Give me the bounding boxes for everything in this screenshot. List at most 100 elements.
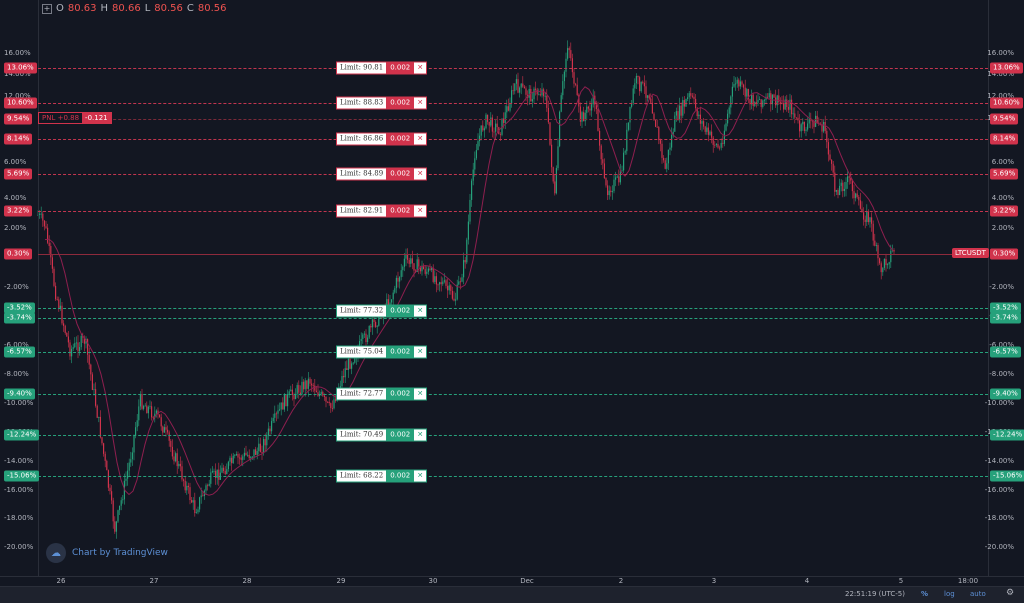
close-icon[interactable]: ✕ — [414, 388, 427, 400]
order-quantity: 0.002 — [386, 205, 415, 217]
tradingview-watermark[interactable]: ☁ Chart by TradingView — [46, 543, 168, 563]
candle-body — [671, 135, 673, 148]
candle-body — [543, 89, 545, 97]
candle-body — [504, 112, 506, 123]
candle-body — [299, 392, 301, 395]
candle-body — [368, 326, 370, 338]
time-axis[interactable] — [0, 576, 1024, 587]
candle-body — [464, 260, 466, 263]
candle-body — [269, 428, 271, 432]
candle-body — [496, 123, 498, 128]
gear-icon[interactable]: ⚙ — [1006, 588, 1015, 598]
limit-order[interactable]: Limit: 70.49 0.002 ✕ — [336, 428, 428, 442]
candle-body — [824, 122, 826, 131]
candle-body — [112, 500, 114, 522]
close-icon[interactable]: ✕ — [414, 168, 427, 180]
candle-body — [651, 102, 653, 114]
close-icon[interactable]: ✕ — [414, 429, 427, 441]
order-label: Limit: 72.77 — [337, 388, 387, 400]
candle-body — [432, 267, 434, 282]
candle-body — [610, 190, 612, 193]
limit-order[interactable]: Limit: 90.81 0.002 ✕ — [336, 61, 428, 75]
order-line[interactable] — [38, 103, 988, 104]
candle-body — [197, 509, 199, 513]
candle-body — [328, 401, 330, 404]
order-line[interactable] — [38, 254, 988, 255]
level-badge: 0.30% — [4, 248, 33, 260]
candle-body — [867, 211, 869, 223]
limit-order[interactable]: Limit: 77.32 0.002 ✕ — [336, 304, 428, 318]
limit-order[interactable]: Limit: 84.89 0.002 ✕ — [336, 167, 428, 181]
date-label: 27 — [149, 577, 159, 585]
log-toggle[interactable]: log — [944, 590, 955, 598]
limit-order[interactable]: Limit: 82.91 0.002 ✕ — [336, 204, 428, 218]
candle-body — [243, 452, 245, 457]
candle-body — [559, 111, 561, 147]
candle-body — [485, 114, 487, 129]
order-line[interactable] — [38, 139, 988, 140]
left-price-scale[interactable] — [0, 0, 39, 576]
plus-icon[interactable]: + — [42, 3, 52, 14]
limit-order[interactable]: Limit: 72.77 0.002 ✕ — [336, 387, 428, 401]
candle-body — [482, 125, 484, 131]
limit-order[interactable]: Limit: 68.22 0.002 ✕ — [336, 469, 428, 483]
candle-body — [499, 134, 501, 135]
close-icon[interactable]: ✕ — [414, 133, 427, 145]
candle-body — [421, 265, 423, 272]
close-icon[interactable]: ✕ — [414, 97, 427, 109]
clock-text[interactable]: 22:51:19 (UTC-5) — [845, 590, 905, 598]
order-quantity: 0.002 — [386, 97, 415, 109]
limit-order[interactable]: Limit: 88.83 0.002 ✕ — [336, 96, 428, 110]
level-badge: -6.57% — [4, 346, 35, 358]
candle-body — [96, 405, 98, 418]
candle-body — [266, 435, 268, 446]
order-line[interactable] — [38, 211, 988, 212]
close-icon[interactable]: ✕ — [414, 346, 427, 358]
price-tick: -8.00% — [989, 370, 1014, 378]
candle-body — [365, 333, 367, 343]
order-line[interactable] — [38, 318, 988, 319]
candle-body — [447, 285, 449, 291]
position-pnl[interactable]: PNL +0.88 -0.121 — [38, 112, 112, 124]
candle-body — [749, 99, 751, 105]
candle-body — [42, 213, 44, 221]
level-badge: 9.54% — [990, 113, 1019, 125]
close-icon[interactable]: ✕ — [414, 62, 427, 74]
candle-body — [59, 305, 61, 310]
candle-body — [72, 347, 74, 349]
candle-body — [746, 89, 748, 97]
candle-body — [127, 470, 129, 479]
order-line[interactable] — [38, 308, 988, 309]
order-line[interactable] — [38, 352, 988, 353]
candle-body — [511, 90, 513, 104]
order-line[interactable] — [38, 476, 988, 477]
candle-body — [645, 86, 647, 98]
limit-order[interactable]: Limit: 75.04 0.002 ✕ — [336, 345, 428, 359]
close-icon[interactable]: ✕ — [414, 305, 427, 317]
order-label: Limit: 75.04 — [337, 346, 387, 358]
order-line[interactable] — [38, 68, 988, 69]
limit-order[interactable]: Limit: 86.86 0.002 ✕ — [336, 132, 428, 146]
order-line[interactable] — [38, 435, 988, 436]
auto-toggle[interactable]: auto — [970, 590, 986, 598]
pnl-line[interactable] — [38, 119, 988, 120]
chart-pane[interactable] — [0, 0, 988, 576]
level-badge: 13.06% — [4, 62, 37, 74]
percent-toggle[interactable]: % — [921, 590, 929, 598]
candle-body — [45, 226, 47, 228]
candle-body — [207, 485, 209, 487]
candle-body — [629, 106, 631, 123]
candle-body — [495, 123, 497, 132]
candle-body — [427, 268, 429, 272]
candle-body — [647, 95, 649, 98]
order-line[interactable] — [38, 174, 988, 175]
close-icon[interactable]: ✕ — [414, 470, 427, 482]
candle-body — [147, 406, 149, 414]
candle-body — [474, 158, 476, 170]
candle-body — [405, 254, 407, 259]
candle-body — [69, 342, 71, 357]
order-line[interactable] — [38, 394, 988, 395]
high-value: 80.66 — [112, 3, 141, 14]
close-icon[interactable]: ✕ — [414, 205, 427, 217]
price-chart[interactable] — [0, 0, 988, 576]
